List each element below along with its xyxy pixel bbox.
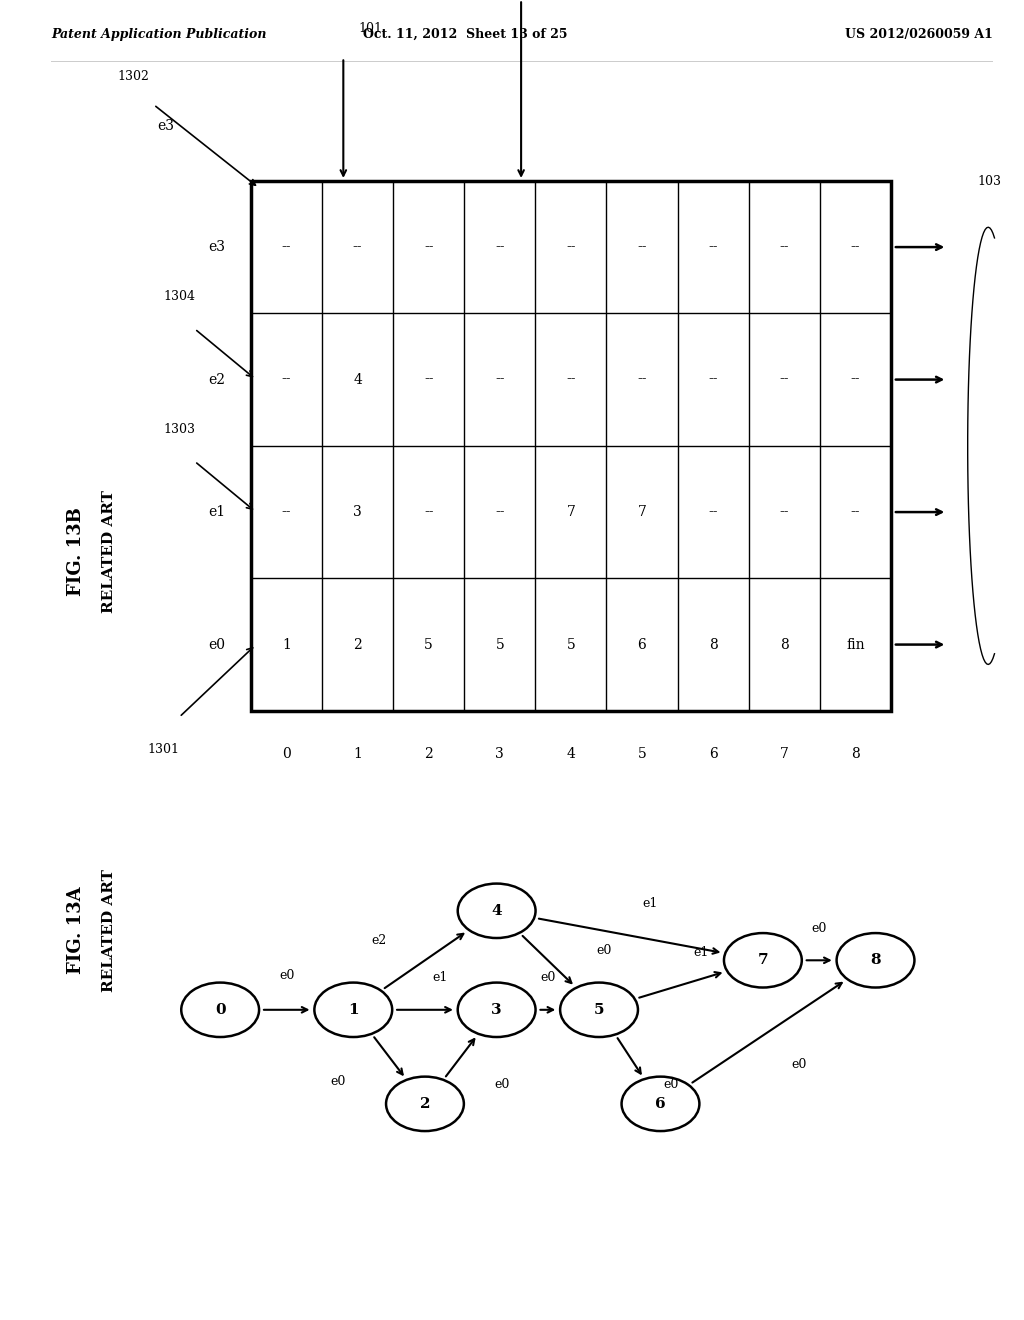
Text: 7: 7	[638, 506, 646, 519]
Text: --: --	[566, 240, 575, 253]
Text: 7: 7	[779, 747, 788, 762]
Text: --: --	[851, 240, 860, 253]
Text: 8: 8	[851, 747, 860, 762]
Text: --: --	[282, 240, 291, 253]
Text: 6: 6	[655, 1097, 666, 1111]
Text: e0: e0	[330, 1074, 346, 1088]
Text: --: --	[637, 372, 647, 387]
Text: e0: e0	[811, 921, 827, 935]
Text: e0: e0	[663, 1077, 679, 1090]
Text: 5: 5	[566, 638, 575, 652]
Text: e0: e0	[279, 969, 295, 982]
Text: --: --	[424, 372, 433, 387]
Text: 101: 101	[358, 22, 383, 34]
Text: --: --	[424, 240, 433, 253]
Text: e0: e0	[208, 638, 225, 652]
Text: 1: 1	[353, 747, 362, 762]
Text: --: --	[495, 506, 505, 519]
Text: --: --	[709, 372, 718, 387]
Text: 1302: 1302	[117, 70, 150, 83]
Text: 6: 6	[638, 638, 646, 652]
Text: --: --	[566, 372, 575, 387]
Text: e0: e0	[791, 1057, 807, 1071]
Text: --: --	[424, 506, 433, 519]
Text: --: --	[709, 240, 718, 253]
Text: RELATED ART: RELATED ART	[102, 490, 117, 612]
Text: --: --	[779, 506, 788, 519]
Text: 3: 3	[496, 747, 504, 762]
Text: --: --	[851, 372, 860, 387]
Text: 5: 5	[594, 1003, 604, 1016]
Text: 5: 5	[496, 638, 504, 652]
Text: 3: 3	[492, 1003, 502, 1016]
Text: e1: e1	[208, 506, 225, 519]
Text: --: --	[282, 506, 291, 519]
Text: e0: e0	[494, 1077, 510, 1090]
Text: --: --	[851, 506, 860, 519]
Text: 5: 5	[638, 747, 646, 762]
Text: e3: e3	[157, 119, 174, 133]
Text: 2: 2	[420, 1097, 430, 1111]
Text: 2: 2	[353, 638, 361, 652]
Text: 1: 1	[348, 1003, 358, 1016]
Text: 1304: 1304	[163, 290, 196, 304]
Text: Oct. 11, 2012  Sheet 13 of 25: Oct. 11, 2012 Sheet 13 of 25	[364, 28, 568, 41]
Text: e1: e1	[642, 896, 658, 909]
Text: --: --	[779, 372, 788, 387]
Text: 3: 3	[353, 506, 361, 519]
Bar	[251, 181, 891, 710]
Text: fin: fin	[846, 638, 864, 652]
Text: 2: 2	[424, 747, 433, 762]
Text: FIG. 13B: FIG. 13B	[67, 507, 85, 595]
Text: --: --	[495, 372, 505, 387]
Text: 1303: 1303	[163, 422, 196, 436]
Text: --: --	[282, 372, 291, 387]
Text: --: --	[353, 240, 362, 253]
Text: Patent Application Publication: Patent Application Publication	[51, 28, 266, 41]
Text: --: --	[495, 240, 505, 253]
Text: --: --	[637, 240, 647, 253]
Text: 7: 7	[758, 953, 768, 968]
Text: --: --	[709, 506, 718, 519]
Text: 1301: 1301	[147, 743, 180, 755]
Text: US 2012/0260059 A1: US 2012/0260059 A1	[846, 28, 993, 41]
Text: e3: e3	[208, 240, 225, 253]
Text: 103: 103	[978, 176, 1001, 189]
Text: --: --	[779, 240, 788, 253]
Text: e2: e2	[372, 935, 386, 946]
Text: 7: 7	[566, 506, 575, 519]
Text: e0: e0	[596, 944, 612, 957]
Text: 6: 6	[709, 747, 718, 762]
Text: e2: e2	[208, 372, 225, 387]
Text: e1: e1	[432, 972, 449, 985]
Text: e0: e0	[540, 972, 556, 985]
Text: RELATED ART: RELATED ART	[102, 869, 117, 993]
Text: 5: 5	[424, 638, 433, 652]
Text: e1: e1	[693, 946, 710, 960]
Text: 0: 0	[282, 747, 291, 762]
Text: 4: 4	[492, 904, 502, 917]
Text: 0: 0	[215, 1003, 225, 1016]
Text: 1: 1	[282, 638, 291, 652]
Text: FIG. 13A: FIG. 13A	[67, 887, 85, 974]
Text: 8: 8	[870, 953, 881, 968]
Text: 4: 4	[353, 372, 362, 387]
Text: 4: 4	[566, 747, 575, 762]
Text: 8: 8	[780, 638, 788, 652]
Text: 8: 8	[709, 638, 718, 652]
